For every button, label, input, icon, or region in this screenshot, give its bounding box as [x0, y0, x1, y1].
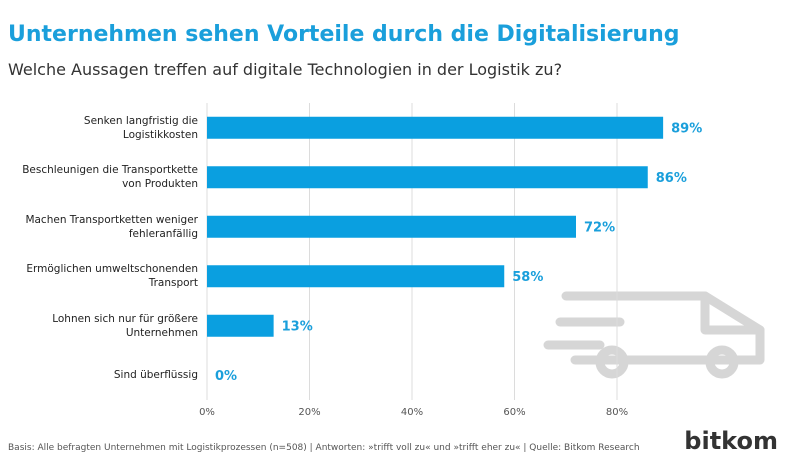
x-tick-label: 60% — [503, 407, 525, 418]
chart-title: Unternehmen sehen Vorteile durch die Dig… — [8, 22, 680, 47]
logo: bitkom — [684, 427, 778, 455]
value-label: 0% — [215, 369, 237, 384]
bar — [207, 265, 505, 288]
bar — [207, 166, 648, 189]
bar — [207, 215, 576, 238]
category-label: Lohnen sich nur für größere Unternehmen — [52, 312, 198, 339]
category-label: Sind überflüssig — [113, 369, 198, 382]
value-label: 72% — [584, 220, 615, 235]
category-label: Beschleunigen die Transportkette von Pro… — [22, 164, 198, 191]
value-label: 86% — [656, 171, 687, 186]
bar — [207, 116, 664, 139]
category-label: Machen Transportketten weniger fehleranf… — [25, 213, 198, 240]
chart-subtitle: Welche Aussagen treffen auf digitale Tec… — [8, 60, 563, 79]
footer: Basis: Alle befragten Unternehmen mit Lo… — [8, 443, 640, 453]
bar — [207, 314, 274, 337]
value-label: 89% — [671, 121, 702, 136]
truck-icon — [543, 291, 765, 379]
category-label: Senken langfristig die Logistikkosten — [83, 114, 198, 141]
x-tick-label: 80% — [606, 407, 628, 418]
x-tick-label: 40% — [401, 407, 423, 418]
x-tick-label: 20% — [298, 407, 320, 418]
value-label: 13% — [282, 319, 313, 334]
category-label: Ermöglichen umweltschonenden Transport — [26, 263, 198, 290]
x-tick-label: 0% — [199, 407, 215, 418]
value-label: 58% — [512, 270, 543, 285]
